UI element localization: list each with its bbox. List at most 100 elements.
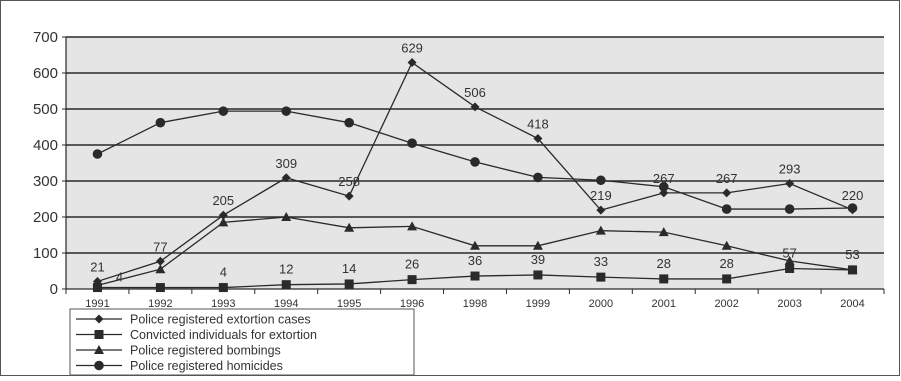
- data-point-square: [344, 279, 354, 289]
- data-point-square: [533, 270, 543, 280]
- series-triangle: [92, 212, 858, 290]
- data-point-diamond: [533, 134, 543, 144]
- data-point-triangle: [847, 264, 858, 274]
- data-point-circle: [721, 204, 732, 214]
- y-tick-label: 100: [33, 245, 58, 262]
- data-label: 267: [653, 171, 675, 186]
- data-label: 309: [275, 156, 297, 171]
- data-point-circle: [407, 138, 417, 148]
- data-point-square: [155, 283, 165, 293]
- data-point-triangle: [784, 255, 795, 265]
- legend: Police registered extortion casesConvict…: [69, 308, 415, 376]
- data-point-diamond: [344, 191, 354, 201]
- x-tick-label: 2000: [589, 298, 613, 310]
- data-point-triangle: [92, 280, 103, 290]
- data-point-diamond: [596, 205, 606, 215]
- data-label: 77: [153, 239, 167, 254]
- data-point-circle: [533, 172, 543, 183]
- x-tick-label: 2001: [652, 298, 676, 310]
- data-point-square: [470, 271, 480, 281]
- series-group: [92, 58, 858, 293]
- data-point-diamond: [785, 179, 795, 189]
- data-label: 267: [716, 171, 738, 186]
- data-point-diamond: [470, 102, 480, 112]
- legend-item: Police registered bombings: [76, 344, 281, 358]
- data-label: 36: [468, 253, 482, 268]
- data-label: 33: [594, 254, 608, 269]
- y-tick-label: 200: [33, 209, 58, 226]
- data-point-square: [281, 280, 291, 290]
- data-label: 39: [531, 252, 545, 267]
- legend-box: [69, 308, 415, 376]
- data-point-triangle: [658, 227, 669, 237]
- data-point-triangle: [344, 222, 355, 232]
- data-label: 28: [719, 256, 733, 271]
- x-tick-label: 2002: [714, 298, 738, 310]
- data-point-square: [722, 274, 732, 284]
- data-point-triangle: [155, 264, 166, 274]
- x-tick-label: 1996: [400, 298, 424, 310]
- data-point-circle: [847, 203, 858, 213]
- data-point-diamond: [281, 173, 291, 183]
- data-point-circle: [218, 106, 229, 116]
- data-point-triangle: [281, 212, 292, 221]
- data-point-circle: [155, 117, 166, 128]
- legend-label: Convicted individuals for extortion: [130, 328, 317, 342]
- x-tick-label: 1999: [526, 298, 550, 310]
- data-label: 629: [401, 41, 423, 56]
- x-tick-label: 1998: [463, 298, 487, 310]
- x-tick-label: 1993: [211, 298, 235, 310]
- data-point-diamond: [722, 188, 732, 198]
- data-point-square: [94, 330, 104, 339]
- data-point-diamond: [407, 58, 417, 68]
- x-tick-label: 1992: [148, 298, 172, 310]
- x-tick-label: 1994: [274, 298, 298, 310]
- data-point-triangle: [595, 225, 606, 235]
- data-label: 4: [220, 265, 227, 280]
- data-point-square: [596, 272, 606, 282]
- data-point-triangle: [407, 221, 418, 231]
- y-tick-label: 400: [33, 137, 58, 154]
- data-point-diamond: [218, 210, 228, 220]
- axes: 0 100 200 300 400 500 600 700 1991 1992 1993 1994 19…: [33, 29, 885, 310]
- data-label: 506: [464, 85, 486, 100]
- legend-label: Police registered bombings: [130, 344, 281, 358]
- data-label: 205: [212, 193, 234, 208]
- data-label: 12: [279, 262, 293, 277]
- y-tick-label: 700: [33, 29, 58, 46]
- data-point-circle: [658, 181, 669, 192]
- data-point-circle: [596, 175, 606, 186]
- data-point-circle: [92, 149, 103, 159]
- y-tick-label: 0: [50, 281, 58, 298]
- data-point-diamond: [155, 256, 165, 266]
- legend-item: Police registered homicides: [76, 359, 283, 373]
- data-label: 418: [527, 117, 549, 132]
- data-label: 21: [90, 259, 104, 274]
- data-label: 26: [405, 257, 419, 272]
- data-point-triangle: [721, 240, 732, 250]
- data-label: 220: [842, 188, 864, 203]
- data-point-triangle: [94, 345, 104, 354]
- data-label: 4: [116, 270, 123, 285]
- x-tick-label: 1991: [85, 298, 109, 310]
- legend-item: Convicted individuals for extortion: [76, 328, 317, 342]
- data-point-circle: [281, 106, 292, 116]
- data-point-square: [218, 283, 228, 293]
- data-point-circle: [94, 360, 104, 371]
- y-tick-label: 600: [33, 65, 58, 82]
- data-labels: 21 77 205 309 258 629 506 418 219 267 267 293 220 4 4 1…: [90, 41, 863, 285]
- data-label: 53: [845, 247, 859, 262]
- x-tick-label: 2003: [777, 298, 801, 310]
- data-point-triangle: [470, 240, 480, 250]
- data-point-circle: [784, 204, 795, 214]
- data-label: 14: [342, 261, 356, 276]
- data-label: 219: [590, 188, 612, 203]
- data-point-circle: [344, 117, 354, 128]
- data-point-diamond: [94, 314, 104, 324]
- data-label: 293: [779, 162, 801, 177]
- data-label: 258: [338, 174, 360, 189]
- data-point-triangle: [218, 217, 229, 227]
- x-tick-label: 2004: [840, 298, 864, 310]
